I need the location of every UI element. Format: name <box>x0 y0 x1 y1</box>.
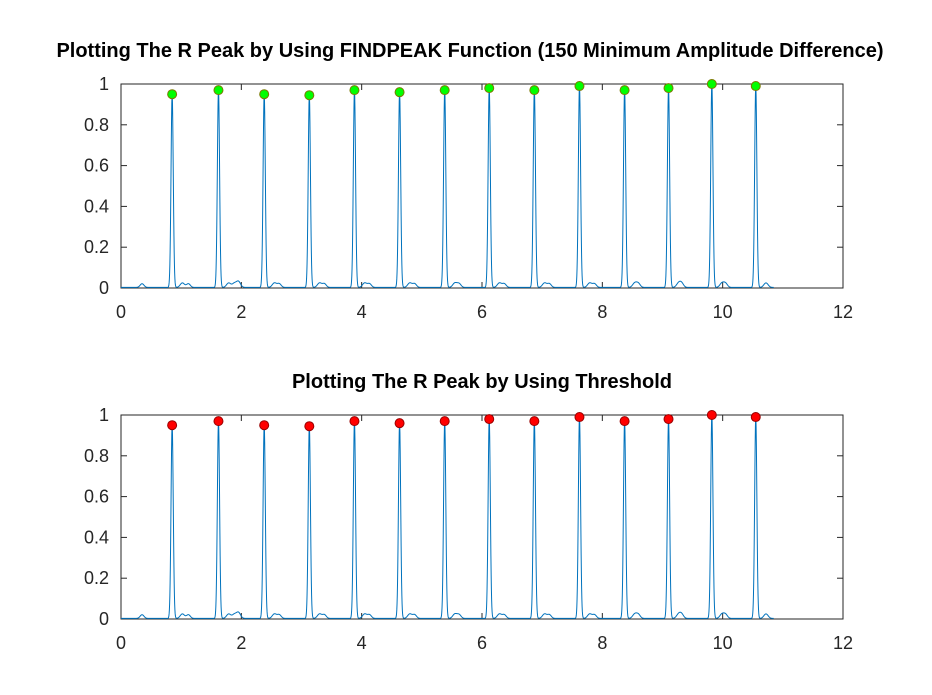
peak-markers <box>167 79 761 101</box>
peak-marker <box>663 414 674 425</box>
peak-marker <box>706 79 717 89</box>
x-tick-label: 2 <box>236 633 246 653</box>
x-tick-label: 10 <box>713 302 733 322</box>
peak-marker <box>750 412 761 423</box>
chart-title: Plotting The R Peak by Using FINDPEAK Fu… <box>56 40 883 62</box>
peak-marker <box>574 81 585 92</box>
peak-marker <box>167 89 178 100</box>
x-tick-label: 4 <box>357 633 367 653</box>
peak-marker <box>304 421 315 432</box>
peak-marker <box>574 412 585 423</box>
peak-marker <box>349 416 360 427</box>
ecg-signal-line <box>121 414 774 619</box>
y-tick-label: 0.6 <box>84 156 109 176</box>
peak-marker <box>394 87 405 98</box>
peak-markers <box>167 410 761 432</box>
x-tick-label: 10 <box>713 633 733 653</box>
peak-marker <box>619 85 630 96</box>
y-tick-label: 0 <box>99 278 109 298</box>
peak-marker <box>213 416 224 427</box>
ecg-signal-line <box>121 83 774 288</box>
peak-marker <box>167 420 178 431</box>
y-tick-label: 0 <box>99 609 109 629</box>
x-tick-label: 4 <box>357 302 367 322</box>
x-tick-label: 6 <box>477 302 487 322</box>
y-tick-label: 1 <box>99 74 109 94</box>
peak-marker <box>304 90 315 101</box>
x-tick-label: 12 <box>833 633 853 653</box>
peak-marker <box>663 83 674 94</box>
y-tick-label: 0.2 <box>84 237 109 257</box>
x-tick-label: 0 <box>116 302 126 322</box>
y-tick-label: 0.6 <box>84 487 109 507</box>
peak-marker <box>619 416 630 427</box>
peak-marker <box>706 410 717 420</box>
subplot-threshold: Plotting The R Peak by Using Threshold 0… <box>84 371 853 653</box>
y-tick-label: 0.8 <box>84 446 109 466</box>
y-tick-label: 0.4 <box>84 196 109 216</box>
peak-marker <box>439 416 450 427</box>
peak-marker <box>529 416 540 427</box>
peak-marker <box>259 420 270 431</box>
peak-marker <box>750 81 761 92</box>
x-tick-label: 0 <box>116 633 126 653</box>
x-tick-label: 6 <box>477 633 487 653</box>
x-tick-label: 12 <box>833 302 853 322</box>
x-tick-label: 8 <box>597 633 607 653</box>
y-tick-label: 1 <box>99 405 109 425</box>
peak-marker <box>213 85 224 96</box>
axis-ticks: 0 2 4 6 8 10 12 0 0.2 0.4 0.6 0.8 1 <box>84 405 853 653</box>
subplot-findpeak: Plotting The R Peak by Using FINDPEAK Fu… <box>56 40 883 322</box>
peak-marker <box>259 89 270 100</box>
peak-marker <box>349 85 360 96</box>
y-tick-label: 0.2 <box>84 568 109 588</box>
chart-title: Plotting The R Peak by Using Threshold <box>292 371 672 393</box>
peak-marker <box>529 85 540 96</box>
peak-marker <box>394 418 405 429</box>
peak-marker <box>439 85 450 96</box>
plot-area <box>120 83 844 289</box>
y-tick-label: 0.4 <box>84 527 109 547</box>
peak-marker <box>484 414 495 425</box>
x-tick-label: 2 <box>236 302 246 322</box>
axis-ticks: 0 2 4 6 8 10 12 0 0.2 0.4 0.6 0.8 1 <box>84 74 853 322</box>
y-tick-label: 0.8 <box>84 115 109 135</box>
plot-area <box>120 414 844 620</box>
peak-marker <box>484 83 495 94</box>
x-tick-label: 8 <box>597 302 607 322</box>
